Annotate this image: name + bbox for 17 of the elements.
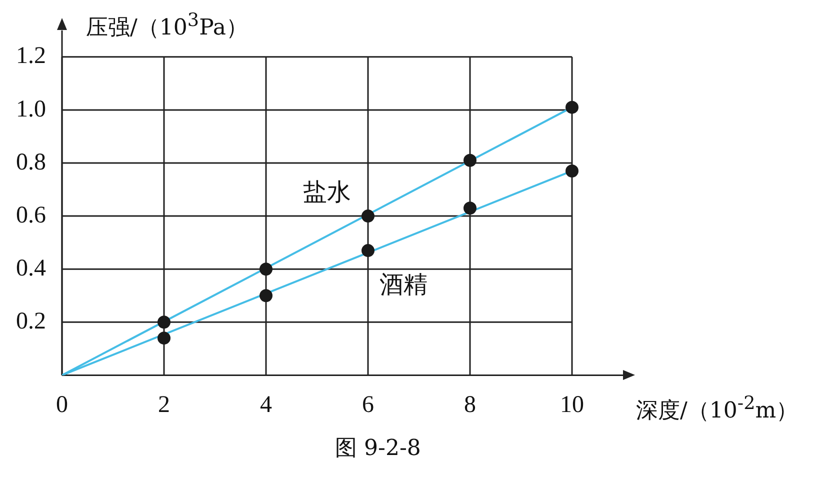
x-tick-label: 10 xyxy=(560,392,584,418)
series-label: 盐水 xyxy=(303,178,352,206)
x-tick-label: 0 xyxy=(56,392,68,418)
caption: 图 9-2-8 xyxy=(334,435,422,463)
x-tick-label: 2 xyxy=(158,392,170,418)
x-tick-label: 4 xyxy=(260,392,272,418)
y-tick-label: 0.2 xyxy=(16,308,46,334)
series-label: 酒精 xyxy=(380,270,428,299)
y-axis-title: 压强/（10$^{3}$Pa） xyxy=(86,10,248,42)
x-tick-label: 8 xyxy=(464,392,476,418)
x-axis-title: 深度/（10$^{-2}$m） xyxy=(636,393,798,426)
y-tick-label: 0.6 xyxy=(16,202,46,228)
y-tick-label: 1.2 xyxy=(16,43,46,70)
y-tick-label: 1.0 xyxy=(16,96,46,122)
x-tick-label: 6 xyxy=(362,392,374,418)
y-tick-label: 0.8 xyxy=(16,149,46,176)
y-tick-label: 0.4 xyxy=(16,255,46,282)
